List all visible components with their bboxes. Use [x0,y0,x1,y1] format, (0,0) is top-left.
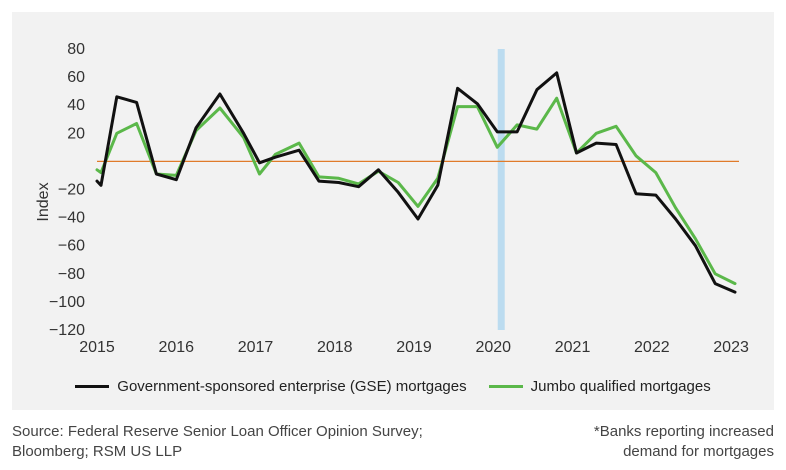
legend-item-jumbo: Jumbo qualified mortgages [488,378,711,395]
chart-panel: 80 60 40 20 −20 −40 −60 −80 −100 −120 2015 2016 201… [12,12,774,410]
line-chart: 80 60 40 20 −20 −40 −60 −80 −100 −120 2015 2016 201… [35,41,749,356]
highlight-band [497,49,505,330]
y-axis-label: Index [35,182,52,221]
source-note: Source: Federal Reserve Senior Loan Offi… [12,422,452,462]
x-tick-label: 2018 [317,339,353,356]
y-tick-label: 80 [67,41,85,58]
footnote: *Banks reporting increased demand for mo… [514,422,774,462]
x-tick-label: 2016 [158,339,194,356]
y-tick-label: −40 [58,210,85,227]
y-tick-label: 60 [67,69,85,86]
y-tick-label: −80 [58,266,85,283]
legend-label-gse: Government-sponsored enterprise (GSE) mo… [117,378,467,395]
legend-label-jumbo: Jumbo qualified mortgages [530,378,711,395]
legend-item-gse: Government-sponsored enterprise (GSE) mo… [75,378,467,395]
legend-swatch-jumbo [488,385,523,388]
y-tick-label: −20 [58,182,85,199]
y-tick-label: 20 [67,125,85,142]
x-tick-label: 2015 [79,339,115,356]
y-tick-label: −60 [58,238,85,255]
series-line-1 [95,96,737,286]
footnote-line-1: *Banks reporting increased [593,423,774,440]
footnote-line-2: demand for mortgages [623,443,774,460]
series-line-0 [95,71,737,294]
x-tick-label: 2017 [238,339,274,356]
y-tick-label: 40 [67,97,85,114]
legend-swatch-gse [75,385,110,388]
x-tick-label: 2022 [634,339,670,356]
x-tick-label: 2021 [555,339,591,356]
x-tick-label: 2023 [713,339,749,356]
source-line-1: Source: Federal Reserve Senior Loan Offi… [12,423,423,440]
source-line-2: Bloomberg; RSM US LLP [12,443,183,460]
x-tick-label: 2019 [396,339,432,356]
legend: Government-sponsored enterprise (GSE) mo… [12,378,774,395]
y-tick-label: −120 [49,322,85,339]
y-tick-label: −100 [49,294,85,311]
x-tick-label: 2020 [475,339,511,356]
